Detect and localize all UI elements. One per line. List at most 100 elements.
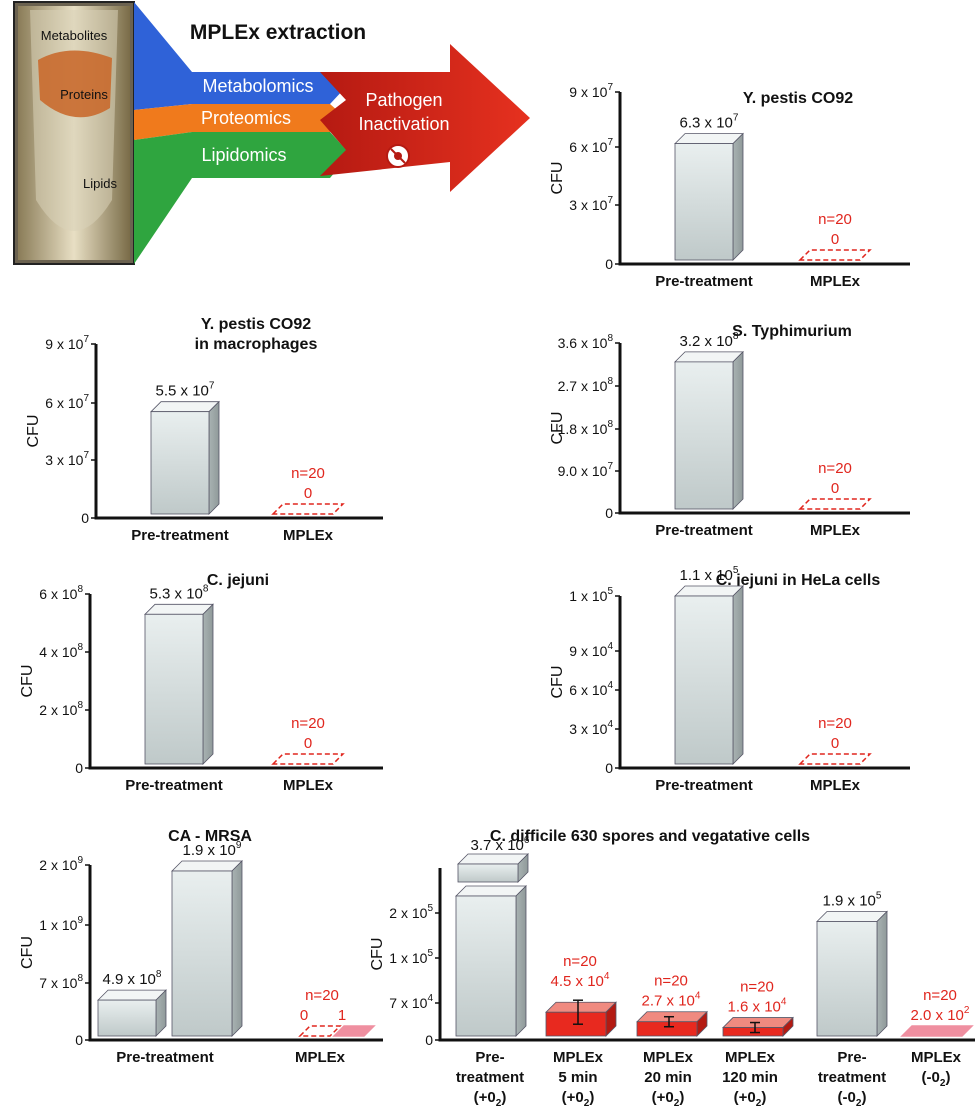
value-label-pretreatment: 5.3 x 108 [150, 583, 209, 602]
y-tick-label: 9 x 107 [569, 82, 613, 100]
n-label: n=20 [291, 465, 325, 482]
y-axis-label: CFU [549, 162, 566, 195]
bar-pretreatment-break [457, 853, 529, 883]
category-label: MPLEx 5 min (+02) [553, 1049, 604, 1109]
value-label-pretreatment-b: 1.9 x 109 [183, 840, 242, 859]
error-bar [573, 999, 583, 1025]
bar-mplex [798, 498, 872, 510]
category-label: Pre-treatment (+02) [456, 1049, 524, 1109]
y-axis-label: CFU [549, 412, 566, 445]
bar-mplex-b [332, 1025, 376, 1037]
stream-label-proteomics: Proteomics [201, 108, 291, 128]
y-tick-label: 0 [75, 1032, 83, 1048]
chart-title: C. jejuni [207, 572, 269, 589]
category-label: Pre-treatment [131, 527, 229, 544]
chart-title: in macrophages [195, 336, 318, 353]
tube-label-proteins: Proteins [60, 87, 108, 102]
charts-layer: Y. pestis CO92 CFU 0 3 x 107 6 x 107 9 x 107 6… [19, 82, 975, 1109]
y-tick-label: 7 x 104 [389, 993, 433, 1011]
category-label: Pre-treatment [125, 777, 223, 794]
category-label: MPLEx [810, 273, 861, 290]
chart-axes [618, 92, 910, 266]
arrow-text-line-1: Pathogen [365, 90, 442, 110]
n-label: n=20 [291, 715, 325, 732]
bar-mplex [271, 753, 345, 765]
y-tick-label: 6 x 104 [569, 680, 613, 698]
value-label-mplex: 0 [831, 231, 839, 248]
value-label-pretreatment-minus-o2: 1.9 x 105 [823, 891, 882, 910]
y-axis-label: CFU [369, 938, 386, 971]
category-label: Pre-treatment (-02) [818, 1049, 886, 1109]
y-tick-label: 0 [81, 510, 89, 526]
n-label: n=20 [305, 987, 339, 1004]
chart-axes [618, 596, 910, 770]
chart-axes [88, 594, 383, 770]
bar-mplex-2 [636, 1010, 708, 1037]
extraction-schematic: Metabolites Proteins Lipids Metabolomics… [13, 1, 530, 265]
chart-panel-7: C. difficile 630 spores and vegatative c… [369, 828, 975, 1109]
chart-axes [94, 344, 383, 520]
y-tick-label: 0 [425, 1032, 433, 1048]
y-tick-label: 3 x 107 [45, 450, 89, 468]
chart-title: C. difficile 630 spores and vegatative c… [490, 828, 810, 845]
y-tick-label: 2.7 x 108 [558, 376, 614, 394]
y-tick-label: 7 x 108 [39, 973, 83, 991]
n-label: n=20 [923, 987, 957, 1004]
value-label-mplex: 0 [831, 735, 839, 752]
chart-title: Y. pestis CO92 [201, 316, 311, 333]
n-label: n=20 [818, 211, 852, 228]
tube-body [30, 10, 118, 231]
tube-label-lipids: Lipids [83, 176, 117, 191]
category-label: Pre-treatment [655, 522, 753, 539]
error-bar [750, 1021, 760, 1034]
stream-label-metabolomics: Metabolomics [202, 76, 313, 96]
value-label-pretreatment: 3.2 x 108 [680, 331, 739, 350]
lipidomics-stream [134, 132, 350, 264]
y-tick-label: 1 x 105 [569, 586, 613, 604]
chart-panel-2: Y. pestis CO92 in macrophages CFU 0 3 x 107 6… [25, 316, 383, 544]
y-tick-label: 9.0 x 107 [558, 461, 614, 479]
value-label-pretreatment: 1.1 x 105 [680, 565, 739, 584]
y-tick-label: 3.6 x 108 [558, 333, 614, 351]
chart-title: S. Typhimurium [732, 323, 852, 340]
y-tick-label: 2 x 105 [389, 903, 433, 921]
y-tick-label: 6 x 107 [569, 137, 613, 155]
category-label: MPLEx [810, 777, 861, 794]
chart-panel-3: S. Typhimurium CFU 0 9.0 x 107 1.8 x 108 2.7 … [549, 323, 910, 539]
y-axis-label: CFU [25, 415, 42, 448]
category-label: MPLEx [283, 527, 334, 544]
category-label: MPLEx [295, 1049, 346, 1066]
arrow-text-line-2: Inactivation [358, 114, 449, 134]
value-label-mplex-minus-o2: 2.0 x 102 [911, 1005, 970, 1024]
chart-panel-5: C. jejuni in HeLa cells CFU 0 3 x 104 6 x 10… [549, 565, 910, 794]
y-tick-label: 0 [605, 256, 613, 272]
y-tick-label: 4 x 108 [39, 642, 83, 660]
n-label: n=20 [818, 460, 852, 477]
y-tick-label: 0 [605, 505, 613, 521]
y-tick-label: 2 x 109 [39, 855, 83, 873]
tube-label-metabolites: Metabolites [41, 28, 108, 43]
value-label-mplex-1: 4.5 x 104 [551, 971, 610, 990]
y-tick-label: 3 x 107 [569, 195, 613, 213]
protein-layer [38, 50, 112, 118]
bar-pretreatment [144, 603, 214, 765]
stream-label-lipidomics: Lipidomics [201, 145, 286, 165]
n-label: n=20 [740, 979, 774, 996]
y-tick-label: 0 [75, 760, 83, 776]
y-tick-label: 3 x 104 [569, 719, 613, 737]
category-label: MPLEx 120 min (+02) [722, 1049, 778, 1109]
biohazard-icon [386, 144, 410, 168]
y-tick-label: 9 x 107 [45, 334, 89, 352]
bar-mplex-minus-o2 [900, 1025, 974, 1037]
chart-panel-4: C. jejuni CFU 0 2 x 108 4 x 108 6 x 108 5.3 x … [19, 572, 383, 794]
value-label-mplex-a: 0 [300, 1007, 308, 1024]
category-label: MPLEx (-02) [911, 1049, 962, 1089]
category-label: MPLEx [283, 777, 334, 794]
value-label-mplex-2: 2.7 x 104 [642, 991, 701, 1010]
chart-title: C. jejuni in HeLa cells [716, 572, 881, 589]
y-axis-label: CFU [19, 665, 36, 698]
chart-axes [618, 343, 910, 515]
value-label-pretreatment: 5.5 x 107 [156, 381, 215, 400]
chart-panel-1: Y. pestis CO92 CFU 0 3 x 107 6 x 107 9 x 107 6… [549, 82, 910, 290]
